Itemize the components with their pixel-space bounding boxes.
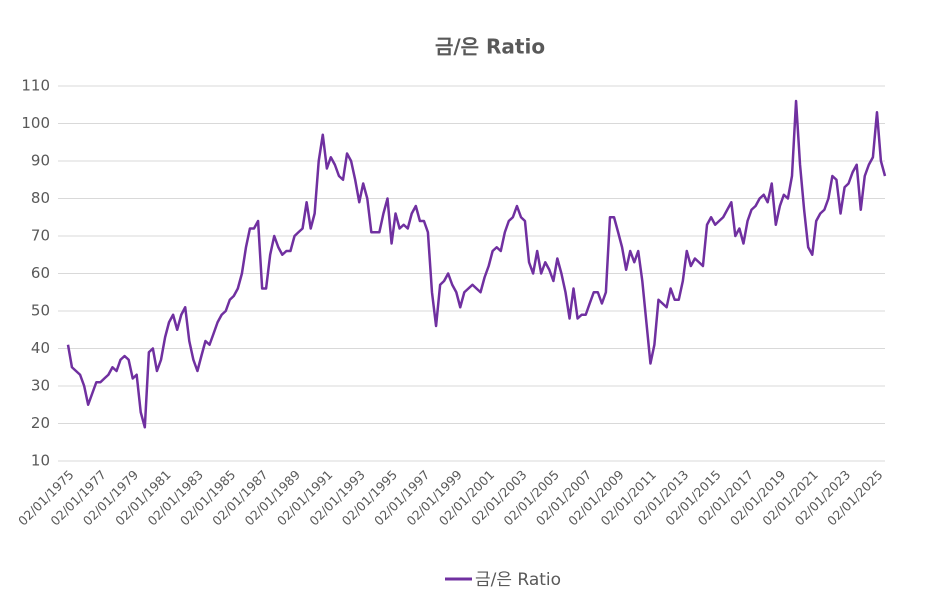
- legend-label: 금/은 Ratio: [475, 570, 561, 590]
- data-line: [66, 99, 887, 429]
- y-tick-label: 30: [31, 377, 50, 395]
- y-tick-label: 90: [31, 152, 50, 170]
- y-tick-label: 110: [21, 77, 50, 95]
- y-tick-label: 50: [31, 302, 50, 320]
- chart-title: 금/은 Ratio: [435, 35, 545, 59]
- y-tick-label: 60: [31, 264, 50, 282]
- y-tick-label: 10: [31, 452, 50, 470]
- y-tick-label: 20: [31, 414, 50, 432]
- y-tick-label: 80: [31, 189, 50, 207]
- y-tick-label: 70: [31, 227, 50, 245]
- y-tick-label: 100: [21, 114, 50, 132]
- y-tick-label: 40: [31, 339, 50, 357]
